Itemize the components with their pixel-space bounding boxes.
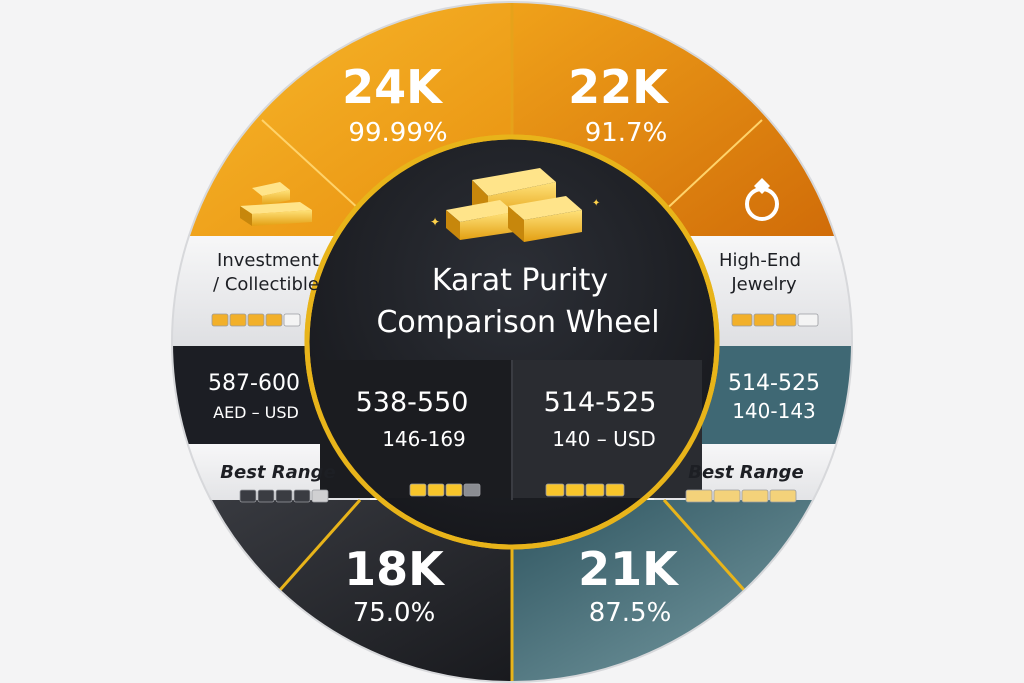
karat-label-24k: 24K [342,60,444,114]
level-meter-24k [211,313,301,327]
price-21k: 514-525 [544,387,657,418]
level-cell [769,489,797,503]
use-24k-line2: / Collectible [213,274,319,295]
level-cell [283,313,301,327]
level-cell [293,489,311,503]
center-title-line1: Karat Purity [432,263,608,298]
price-unit-22k: 140-143 [732,399,816,423]
center-title-line2: Comparison Wheel [376,305,659,340]
price-24k: 587-600 [208,371,300,396]
range-meter-24k [239,489,329,503]
karat-label-21k: 21K [578,542,680,596]
level-cell [685,489,713,503]
price-18k: 538-550 [356,387,469,418]
use-22k-line1: High-End [719,250,801,271]
level-cell [211,313,229,327]
level-cell [731,313,753,327]
level-cell [229,313,247,327]
price-unit-24k: AED – USD [213,403,299,422]
level-cell [427,483,445,497]
level-cell [565,483,585,497]
price-unit-21k: 140 – USD [552,427,656,451]
purity-22k: 91.7% [585,118,668,148]
purity-24k: 99.99% [348,118,447,148]
level-cell [753,313,775,327]
level-cell [409,483,427,497]
use-22k-line2: Jewelry [730,274,797,295]
level-cell [311,489,329,503]
level-cell [239,489,257,503]
range-label-22k: Best Range [688,462,803,483]
karat-label-18k: 18K [344,542,446,596]
level-meter-22k [731,313,819,327]
purity-18k: 75.0% [353,598,436,628]
svg-text:✦: ✦ [592,198,600,209]
level-cell [585,483,605,497]
range-meter-22k [685,489,797,503]
karat-label-22k: 22K [568,60,670,114]
gold-bar-icon [240,182,312,226]
level-cell [445,483,463,497]
level-cell [545,483,565,497]
price-22k: 514-525 [728,371,820,396]
level-cell [247,313,265,327]
level-meter-18k [409,483,481,497]
level-meter-21k [545,483,625,497]
price-unit-18k: 146-169 [382,427,466,451]
level-cell [605,483,625,497]
wheel-rim [171,1,853,683]
svg-text:✦: ✦ [430,215,440,229]
ring-icon [745,178,779,221]
level-cell [265,313,283,327]
gold-bars-icon: ✦ ✦ [430,168,600,242]
level-cell [797,313,819,327]
level-cell [741,489,769,503]
level-cell [713,489,741,503]
purity-21k: 87.5% [589,598,672,628]
level-cell [275,489,293,503]
level-cell [463,483,481,497]
use-24k-line1: Investment [217,250,319,271]
level-cell [775,313,797,327]
range-label-24k: Best Range [220,462,335,483]
level-cell [257,489,275,503]
